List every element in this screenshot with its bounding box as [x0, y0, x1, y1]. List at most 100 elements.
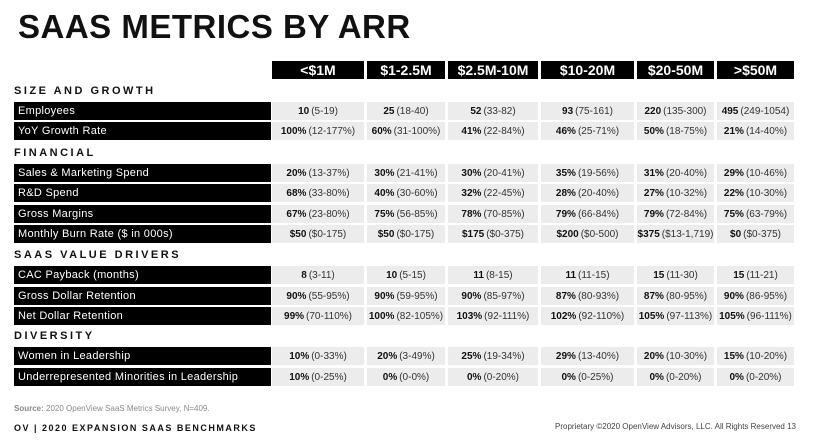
table-cell: 10 (5-19) [272, 102, 364, 120]
cell-range: (10-32%) [665, 187, 708, 199]
cell-range: (97-113%) [666, 310, 713, 322]
cell-range: (59-95%) [396, 290, 438, 302]
cell-value: 52 [470, 105, 482, 117]
table-cell: 20% (3-49%) [367, 347, 445, 365]
cell-value: $200 [556, 228, 579, 240]
cell-range: (11-15) [578, 269, 610, 281]
cell-range: (13-37%) [308, 167, 350, 179]
cell-range: (11-30) [666, 269, 698, 281]
cell-value: 22% [723, 187, 744, 199]
table-cell: 15% (10-20%) [717, 347, 794, 365]
cell-range: (86-95%) [745, 290, 788, 302]
cell-value: 0% [561, 371, 576, 383]
cell-range: (5-19) [311, 105, 338, 117]
cell-value: 100% [280, 125, 307, 137]
cell-range: (23-80%) [308, 208, 350, 220]
table-cell: $175 ($0-375) [448, 225, 538, 243]
cell-range: (92-111%) [484, 310, 530, 322]
cell-range: (11-21) [746, 269, 778, 281]
cell-range: (85-97%) [483, 290, 525, 302]
cell-range: (80-95%) [665, 290, 708, 302]
cell-value: 100% [368, 310, 395, 322]
row-label: Women in Leadership [14, 347, 271, 365]
table-cell: 0% (0-25%) [541, 368, 634, 386]
row-label: Sales & Marketing Spend [14, 164, 271, 182]
cell-value: 90% [374, 290, 395, 302]
cell-value: 75% [723, 208, 744, 220]
cell-range: (70-110%) [306, 310, 352, 322]
page-title: SAAS METRICS BY ARR [18, 8, 411, 45]
table-cell: 27% (10-32%) [637, 184, 714, 202]
cell-range: (21-41%) [396, 167, 438, 179]
cell-value: 20% [643, 350, 664, 362]
table-cell: 78% (70-85%) [448, 205, 538, 223]
cell-range: (30-60%) [396, 187, 438, 199]
table-cell: 28% (20-40%) [541, 184, 634, 202]
cell-range: (8-15) [485, 269, 513, 281]
cell-value: 79% [643, 208, 664, 220]
cell-value: 10% [289, 371, 310, 383]
column-header: >$50M [717, 61, 794, 79]
table-cell: 0% (0-20%) [448, 368, 538, 386]
cell-range: (3-49%) [399, 350, 435, 362]
table-cell: 75% (56-85%) [367, 205, 445, 223]
cell-value: 11 [473, 269, 484, 281]
table-cell: 29% (13-40%) [541, 347, 634, 365]
table-cell: 20% (10-30%) [637, 347, 714, 365]
table-cell: 11 (8-15) [448, 266, 538, 284]
cell-value: 78% [461, 208, 482, 220]
cell-value: $50 [289, 228, 307, 240]
cell-range: ($0-375) [486, 228, 525, 240]
cell-value: 15 [733, 269, 745, 281]
cell-range: (3-11) [308, 269, 335, 281]
cell-range: (55-95%) [308, 290, 350, 302]
table-cell: 35% (19-56%) [541, 164, 634, 182]
table-cell: 10% (0-33%) [272, 347, 364, 365]
row-label: Employees [14, 102, 271, 120]
table-cell: 8 (3-11) [272, 266, 364, 284]
table-cell: 29% (10-46%) [717, 164, 794, 182]
cell-range: (12-177%) [308, 125, 356, 137]
cell-value: 0% [649, 371, 664, 383]
table-cell: 67% (23-80%) [272, 205, 364, 223]
cell-value: 103% [456, 310, 483, 322]
table-cell: 60% (31-100%) [367, 122, 445, 140]
cell-range: ($0-500) [580, 228, 619, 240]
cell-value: 67% [286, 208, 307, 220]
cell-range: (13-40%) [577, 350, 620, 362]
table-cell: 68% (33-80%) [272, 184, 364, 202]
table-cell: 25% (19-34%) [448, 347, 538, 365]
cell-range: (22-84%) [483, 125, 525, 137]
cell-value: 220 [644, 105, 662, 117]
cell-value: 495 [721, 105, 739, 117]
cell-value: 11 [565, 269, 577, 281]
cell-value: 10% [289, 350, 310, 362]
cell-range: (19-34%) [483, 350, 525, 362]
source-label: Source: [14, 404, 44, 413]
cell-value: 29% [723, 167, 744, 179]
column-header: $2.5M-10M [448, 61, 538, 79]
table-cell: 102% (92-110%) [541, 307, 634, 325]
cell-range: (92-110%) [578, 310, 625, 322]
table-cell: 90% (55-95%) [272, 287, 364, 305]
cell-value: 15 [653, 269, 665, 281]
cell-value: $0 [730, 228, 742, 240]
table-cell: 0% (0-20%) [637, 368, 714, 386]
cell-range: (20-41%) [483, 167, 525, 179]
table-cell: 52 (33-82) [448, 102, 538, 120]
table-cell: 21% (14-40%) [717, 122, 794, 140]
cell-range: (135-300) [663, 105, 707, 117]
source-note: Source: 2020 OpenView SaaS Metrics Surve… [14, 404, 210, 413]
cell-value: $175 [461, 228, 485, 240]
cell-value: 99% [284, 310, 305, 322]
table-cell: 103% (92-111%) [448, 307, 538, 325]
cell-range: ($13-1,719) [661, 228, 714, 240]
cell-value: 15% [723, 350, 744, 362]
cell-range: (31-100%) [393, 125, 441, 137]
table-cell: 20% (13-37%) [272, 164, 364, 182]
cell-value: 87% [643, 290, 664, 302]
table-cell: 30% (20-41%) [448, 164, 538, 182]
table-cell: 40% (30-60%) [367, 184, 445, 202]
section-heading: SAAS VALUE DRIVERS [14, 249, 182, 261]
table-cell: 10 (5-15) [367, 266, 445, 284]
